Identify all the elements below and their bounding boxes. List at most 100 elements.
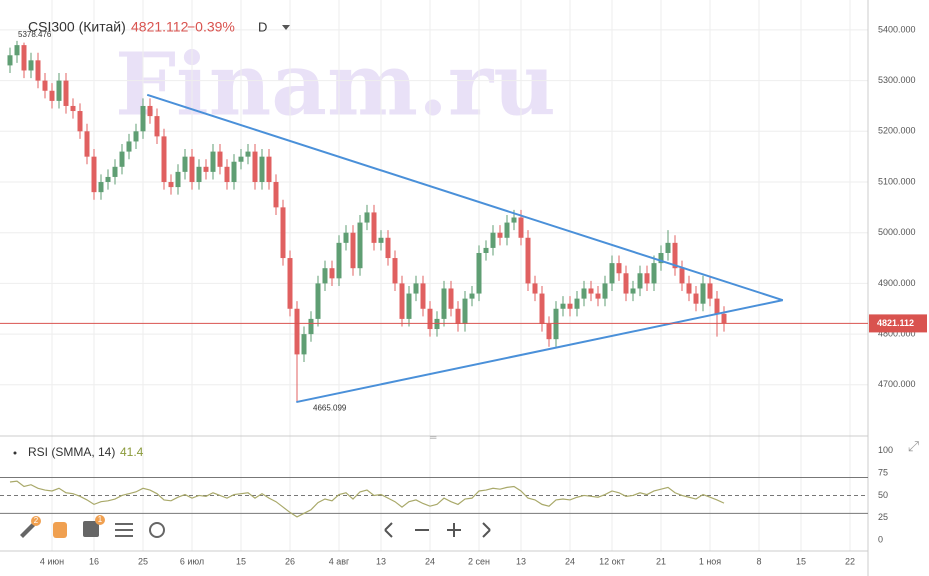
candle-body <box>126 141 132 152</box>
trend-line <box>296 299 784 404</box>
candle-body <box>343 232 349 243</box>
candle-body <box>280 207 286 259</box>
y-tick-label: 4800.000 <box>878 328 916 338</box>
candle-body <box>721 313 727 324</box>
last-price-label: 4821.112 <box>877 318 914 328</box>
candle-body <box>161 136 167 183</box>
x-tick-label: 13 <box>376 556 386 566</box>
symbol[interactable]: CSI300 (Китай) <box>28 19 126 35</box>
watermark: Finam.ru <box>115 35 556 136</box>
candle-body <box>546 323 552 340</box>
candle-body <box>84 131 90 157</box>
candle-body <box>616 263 622 274</box>
candle-body <box>175 171 181 188</box>
x-tick-label: 24 <box>425 556 435 566</box>
add-tool[interactable] <box>83 521 99 537</box>
x-tick-label: 12 окт <box>599 556 625 566</box>
candle-body <box>98 182 104 193</box>
candle-body <box>497 232 503 238</box>
draw-tool[interactable] <box>20 523 35 538</box>
candle-body <box>532 283 538 294</box>
candle-body <box>588 288 594 294</box>
candle-body <box>644 273 650 284</box>
rsi-title: RSI (SMMA, 14) <box>28 445 115 459</box>
candle-body <box>252 151 258 183</box>
candle-body <box>28 60 34 71</box>
resize-handle[interactable]: ═ <box>429 432 437 442</box>
x-tick-label: 6 июл <box>180 556 204 566</box>
candle-body <box>21 45 27 71</box>
candle-body <box>504 222 510 238</box>
candle-body <box>350 232 356 269</box>
candle-body <box>511 217 517 223</box>
candle-body <box>371 212 377 243</box>
candle-body <box>231 161 237 183</box>
rsi-value: 41.4 <box>120 445 144 459</box>
x-tick-label: 4 июн <box>40 556 64 566</box>
candle-body <box>462 298 468 324</box>
candle-body <box>693 293 699 304</box>
indicators-tool[interactable] <box>53 522 67 538</box>
undo-tool[interactable] <box>149 522 165 538</box>
settings-tool[interactable] <box>115 523 133 537</box>
badge-count: 2 <box>34 516 39 525</box>
candle-body <box>245 151 251 157</box>
candle-body <box>308 318 314 335</box>
candle-body <box>609 263 615 284</box>
trend-line <box>146 93 784 302</box>
expand-icon[interactable]: ⤢ <box>908 438 919 454</box>
candle-body <box>196 166 202 183</box>
candle-body <box>364 212 370 223</box>
candle-body <box>70 105 76 112</box>
candle-body <box>315 283 321 319</box>
scroll-right[interactable] <box>482 522 491 538</box>
candle-body <box>133 131 139 142</box>
candle-body <box>189 156 195 183</box>
candle-body <box>602 283 608 299</box>
change: −0.39% <box>187 19 235 35</box>
candle-body <box>49 90 55 101</box>
x-tick-label: 26 <box>285 556 295 566</box>
badge-count: 1 <box>98 515 103 524</box>
candle-body <box>490 232 496 248</box>
candle-body <box>406 293 412 319</box>
x-tick-label: 25 <box>138 556 148 566</box>
candle-body <box>182 156 188 172</box>
y-tick-label: 5000.000 <box>878 227 916 237</box>
zoom-in[interactable] <box>447 523 461 537</box>
x-tick-label: 21 <box>656 556 666 566</box>
candle-body <box>434 318 440 330</box>
x-tick-label: 24 <box>565 556 575 566</box>
candle-body <box>105 176 111 183</box>
candle-body <box>455 308 461 324</box>
x-tick-label: 1 ноя <box>699 556 721 566</box>
candle-body <box>238 156 244 162</box>
candle-body <box>154 116 160 137</box>
candle-body <box>140 105 146 132</box>
candle-body <box>413 283 419 294</box>
scroll-left[interactable] <box>384 522 393 538</box>
candle-body <box>518 217 524 238</box>
candle-body <box>322 268 328 284</box>
rsi-menu[interactable] <box>13 451 17 455</box>
candle-body <box>294 308 300 355</box>
candle-body <box>203 166 209 172</box>
candle-body <box>560 303 566 309</box>
low-label: 4665.099 <box>313 404 347 413</box>
candle-body <box>525 237 531 284</box>
candle-body <box>420 283 426 309</box>
candle-body <box>399 283 405 319</box>
candle-body <box>441 288 447 319</box>
candle-body <box>217 151 223 167</box>
candle-body <box>147 105 153 117</box>
y-tick-label: 4900.000 <box>878 278 916 288</box>
x-tick-label: 15 <box>236 556 246 566</box>
x-tick-label: 8 <box>756 556 761 566</box>
x-tick-label: 13 <box>516 556 526 566</box>
interval-dropdown[interactable] <box>282 25 290 30</box>
candle-body <box>14 45 20 56</box>
badge <box>95 515 105 525</box>
y-tick-label: 4700.000 <box>878 379 916 389</box>
candle-body <box>210 151 216 172</box>
interval[interactable]: D <box>258 19 267 34</box>
